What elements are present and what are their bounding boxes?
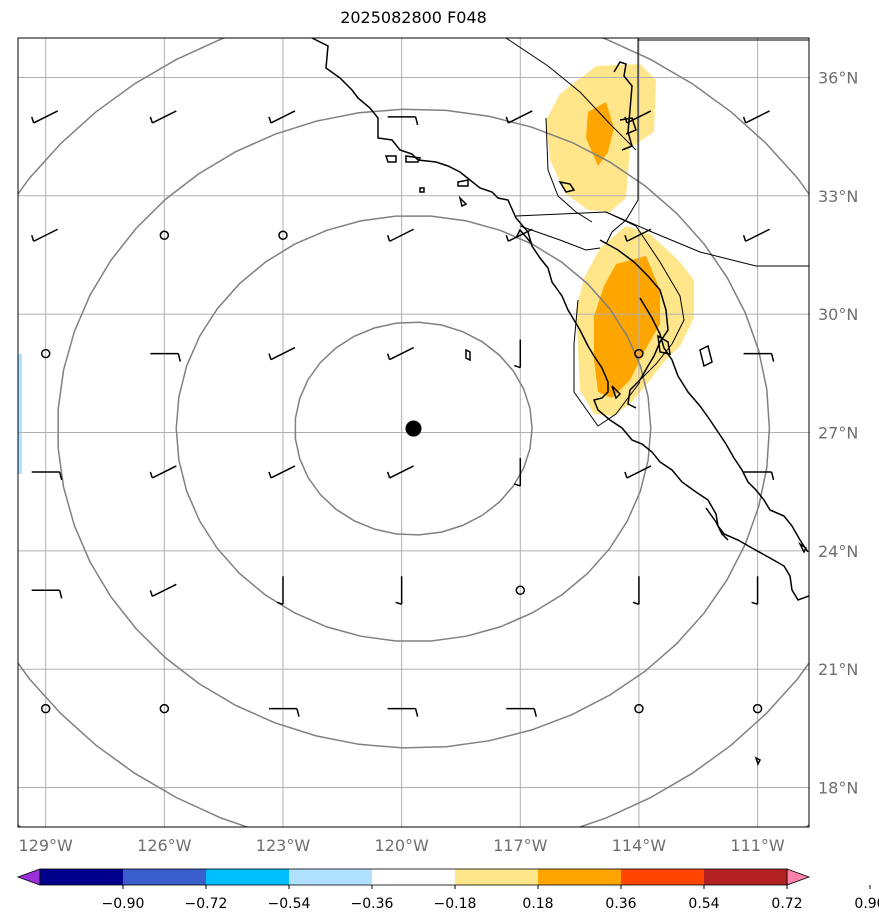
- wind-barb: [624, 465, 652, 479]
- latitude-label: 21°N: [818, 660, 858, 679]
- colorbar-tick-label: −0.18: [434, 896, 477, 912]
- wind-barb: [387, 116, 419, 126]
- calm-wind-marker: [752, 703, 763, 714]
- calm-wind-marker: [159, 230, 170, 240]
- latitude-label: 18°N: [818, 779, 858, 798]
- wind-barb: [505, 110, 533, 124]
- wind-barb: [742, 228, 770, 242]
- wind-barb: [268, 110, 296, 124]
- colorbar-tick-label: 0.36: [605, 896, 636, 912]
- calm-wind-marker: [634, 348, 644, 359]
- latitude-label: 33°N: [818, 187, 858, 206]
- longitude-label: 117°W: [493, 836, 548, 855]
- colorbar-tick-label: −0.72: [185, 896, 228, 912]
- longitude-label: 123°W: [256, 836, 311, 855]
- latitude-label: 30°N: [818, 305, 858, 324]
- latitude-label: 27°N: [818, 424, 858, 443]
- wind-barb: [386, 465, 414, 479]
- wind-barb: [743, 352, 775, 362]
- colorbar-extend-low: [16, 868, 41, 886]
- wind-barb: [632, 576, 640, 606]
- colorbar-tick-label: 0.18: [522, 896, 553, 912]
- wind-barb: [743, 471, 775, 481]
- calm-wind-marker: [40, 348, 51, 359]
- field-shading: [18, 64, 694, 474]
- longitude-label: 111°W: [730, 836, 785, 855]
- colorbar: −0.90 −0.72 −0.54 −0.36 −0.18 0.18 0.36 0.54 0.7…: [16, 868, 879, 912]
- range-ring: [57, 108, 771, 749]
- wind-barb: [149, 583, 177, 597]
- longitude-label: 114°W: [612, 836, 667, 855]
- wind-barb: [506, 707, 538, 717]
- longitude-label: 126°W: [137, 836, 192, 855]
- wind-barb: [268, 346, 296, 361]
- wind-barb: [149, 110, 177, 124]
- wind-barb: [742, 110, 770, 124]
- coastlines: [311, 38, 809, 766]
- wind-barb: [386, 346, 414, 361]
- colorbar-tick-label: 0.54: [688, 896, 719, 912]
- calm-wind-marker: [159, 703, 170, 714]
- wind-barb: [751, 576, 759, 606]
- colorbar-segment: [289, 869, 372, 885]
- wind-barb: [276, 576, 284, 606]
- latitude-labels: 36°N 33°N 30°N 27°N 24°N 21°N 18°N: [818, 68, 858, 797]
- colorbar-segment: [372, 869, 455, 885]
- wind-barb: [31, 471, 63, 481]
- wind-barb: [514, 339, 522, 369]
- colorbar-tick-label: 0.90: [854, 896, 879, 912]
- colorbar-segment: [455, 869, 538, 885]
- wind-barb: [150, 352, 182, 362]
- colorbar-segment: [621, 869, 704, 885]
- wind-barb: [624, 110, 652, 124]
- wind-barb: [149, 465, 177, 479]
- wind-barb: [505, 228, 533, 242]
- colorbar-tick-label: 0.72: [771, 896, 802, 912]
- range-ring: [294, 321, 533, 536]
- latitude-label: 36°N: [818, 68, 858, 87]
- political-borders: [505, 38, 809, 427]
- colorbar-segment: [538, 869, 621, 885]
- latitude-label: 24°N: [818, 542, 858, 561]
- wind-barb: [624, 228, 652, 242]
- colorbar-segment: [123, 869, 206, 885]
- colorbar-tick-label: −0.54: [268, 896, 311, 912]
- wind-barb: [514, 457, 522, 487]
- colorbar-tick-label: −0.36: [351, 896, 394, 912]
- map-title: 2025082800 F048: [340, 8, 487, 27]
- wind-barb: [386, 228, 414, 242]
- wind-barb: [30, 110, 59, 124]
- wind-barb: [268, 465, 296, 479]
- colorbar-extend-high: [786, 868, 811, 886]
- calm-wind-marker: [634, 703, 644, 714]
- range-ring: [18, 38, 809, 827]
- wind-barb: [31, 589, 63, 599]
- longitude-label: 129°W: [19, 836, 74, 855]
- calm-wind-marker: [515, 585, 526, 596]
- wind-barb: [268, 707, 300, 717]
- wind-barb: [395, 576, 403, 606]
- wind-barbs: [30, 110, 775, 717]
- calm-wind-marker: [278, 230, 288, 240]
- colorbar-segment: [206, 869, 289, 885]
- longitude-label: 120°W: [374, 836, 429, 855]
- colorbar-tick-label: −0.90: [102, 896, 145, 912]
- calm-wind-marker: [40, 703, 51, 714]
- wind-barb: [30, 228, 59, 242]
- storm-center-marker: [405, 420, 422, 437]
- wind-barb: [387, 707, 419, 717]
- map-frame: [17, 37, 810, 828]
- longitude-labels: 129°W 126°W 123°W 120°W 117°W 114°W 111°W: [19, 836, 785, 855]
- colorbar-segment: [40, 869, 123, 885]
- colorbar-segment: [704, 869, 787, 885]
